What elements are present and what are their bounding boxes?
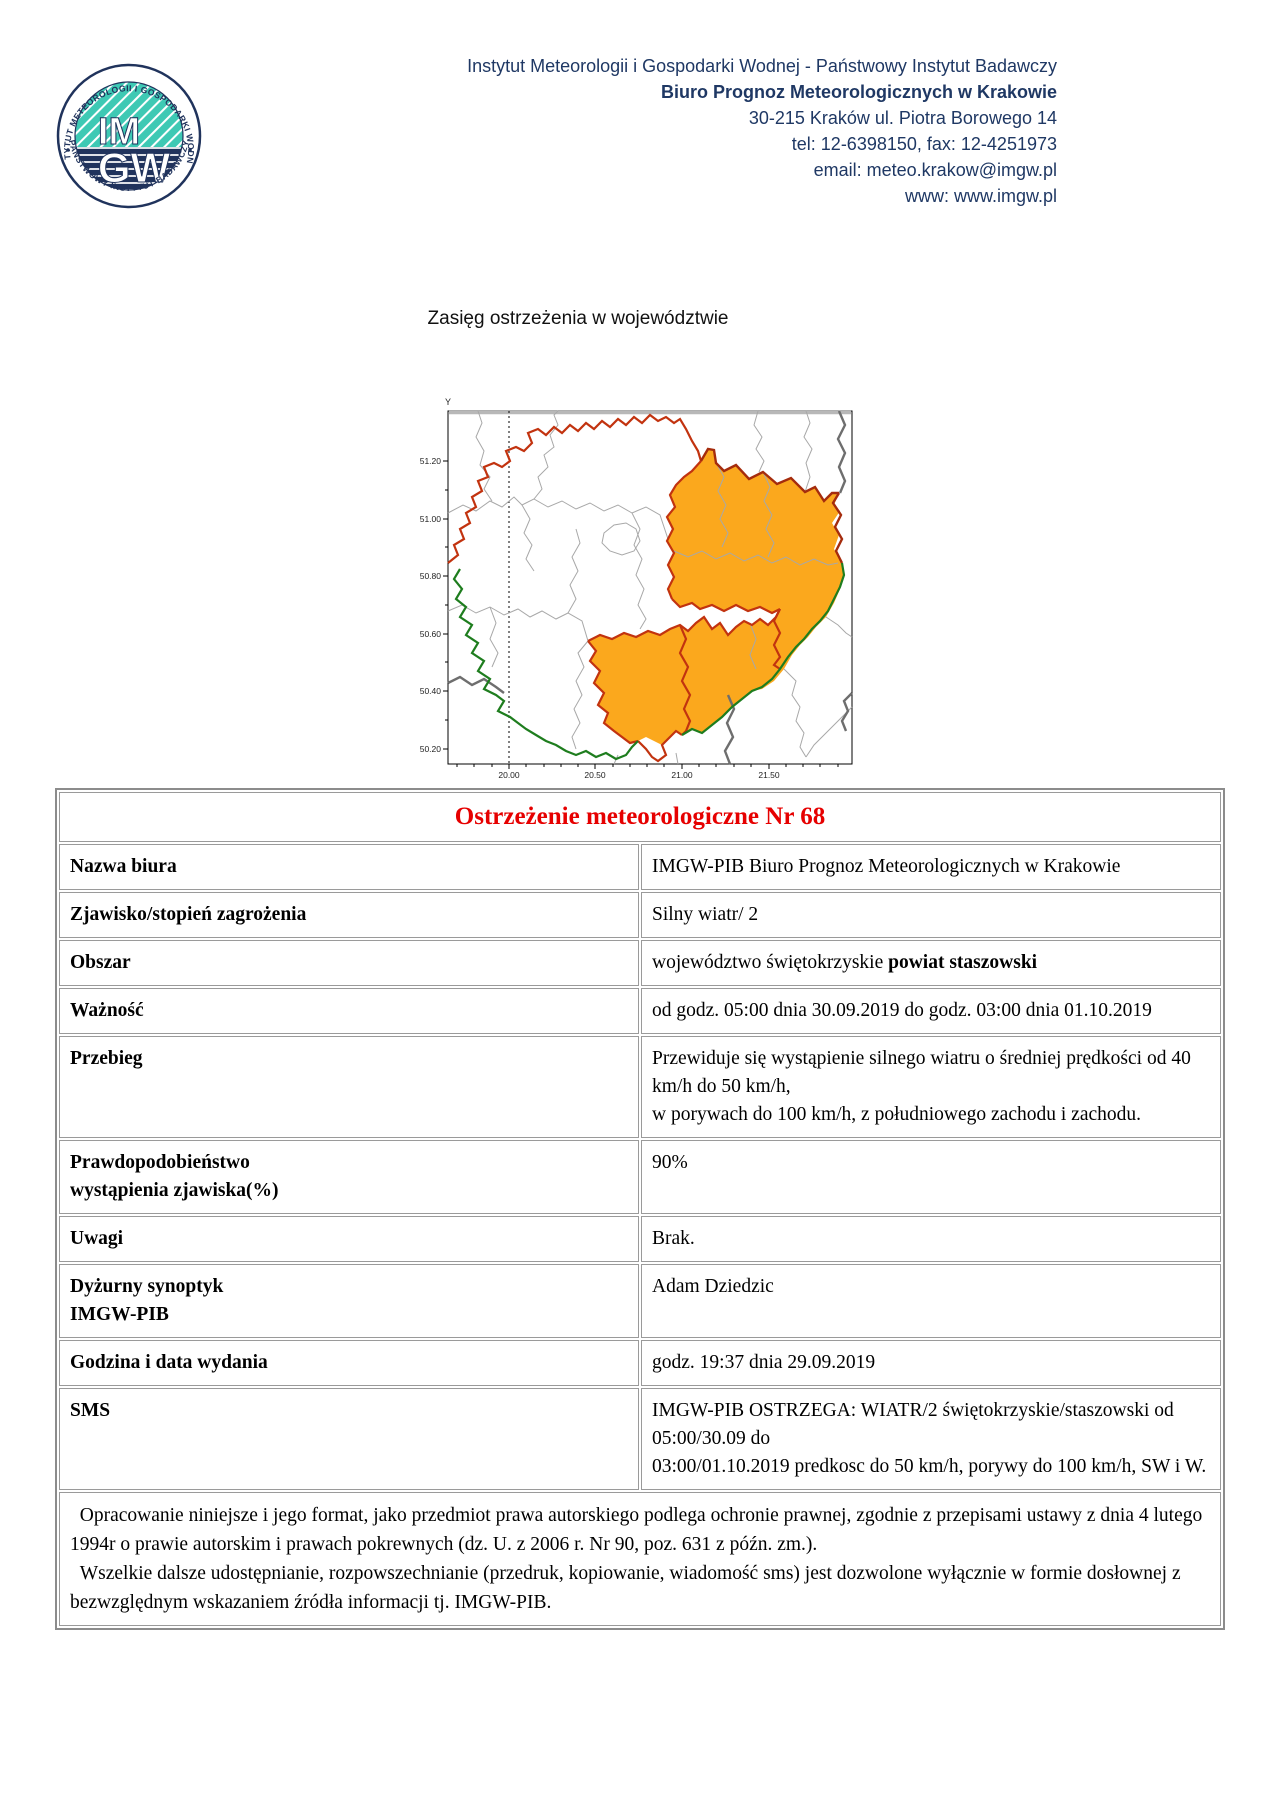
row-label-godzina-wydania: Godzina i data wydania	[59, 1340, 639, 1386]
row-value-dyzurny-synoptyk: Adam Dziedzic	[641, 1264, 1221, 1338]
copyright-paragraph-2: Wszelkie dalsze udostępnianie, rozpowsze…	[70, 1563, 1186, 1613]
table-row: Dyżurny synoptyk IMGW-PIB Adam Dziedzic	[59, 1264, 1221, 1338]
institution-header: Instytut Meteorologii i Gospodarki Wodne…	[467, 53, 1057, 209]
imgw-logo: IM GW INSTYTUT METEOROLOGII I GOSPODARKI…	[56, 63, 202, 209]
row-value-przebieg: Przewiduje się wystąpienie silnego wiatr…	[641, 1036, 1221, 1138]
x-tick-label: 21.50	[758, 770, 780, 780]
institution-name-line: Instytut Meteorologii i Gospodarki Wodne…	[467, 56, 1057, 76]
table-footer-row: Opracowanie niniejsze i jego format, jak…	[59, 1492, 1221, 1626]
row-value-obszar: województwo świętokrzyskie powiat staszo…	[641, 940, 1221, 986]
dyzurny-label-line-2: IMGW-PIB	[70, 1304, 169, 1325]
y-tick-label: 50.40	[420, 686, 442, 696]
row-value-nazwa-biura: IMGW-PIB Biuro Prognoz Meteorologicznych…	[641, 844, 1221, 890]
table-row: Zjawisko/stopień zagrożenia Silny wiatr/…	[59, 892, 1221, 938]
map-section-title: Zasięg ostrzeżenia w województwie	[427, 308, 729, 329]
row-value-uwagi: Brak.	[641, 1216, 1221, 1262]
y-tick-label: 51.00	[420, 514, 442, 524]
warning-table: Ostrzeżenie meteorologiczne Nr 68 Nazwa …	[55, 788, 1225, 1630]
phone-fax-line: tel: 12-6398150, fax: 12-4251973	[791, 134, 1057, 154]
row-label-zjawisko: Zjawisko/stopień zagrożenia	[59, 892, 639, 938]
x-tick-marks	[456, 764, 839, 769]
logo-separator-dot-left	[66, 148, 70, 152]
row-value-godzina-wydania: godz. 19:37 dnia 29.09.2019	[641, 1340, 1221, 1386]
office-name-line: Biuro Prognoz Meteorologicznych w Krakow…	[660, 82, 1057, 102]
table-row: Godzina i data wydania godz. 19:37 dnia …	[59, 1340, 1221, 1386]
prawdopodobienstwo-label-line-1: Prawdopodobieństwo	[70, 1152, 250, 1173]
table-row: Ważność od godz. 05:00 dnia 30.09.2019 d…	[59, 988, 1221, 1034]
table-row: Nazwa biura IMGW-PIB Biuro Prognoz Meteo…	[59, 844, 1221, 890]
warning-title: Ostrzeżenie meteorologiczne Nr 68	[59, 792, 1221, 842]
y-tick-marks	[443, 460, 448, 750]
y-tick-label: 51.20	[420, 456, 442, 466]
address-line: 30-215 Kraków ul. Piotra Borowego 14	[748, 108, 1057, 128]
voivodeship-border-red	[447, 413, 782, 763]
table-row: Prawdopodobieństwo wystąpienia zjawiska(…	[59, 1140, 1221, 1214]
copyright-paragraph-1: Opracowanie niniejsze i jego format, jak…	[70, 1505, 1208, 1555]
table-row: SMS IMGW-PIB OSTRZEGA: WIATR/2 świętokrz…	[59, 1388, 1221, 1490]
row-label-przebieg: Przebieg	[59, 1036, 639, 1138]
table-row: Uwagi Brak.	[59, 1216, 1221, 1262]
x-tick-label: 20.00	[498, 770, 520, 780]
row-label-uwagi: Uwagi	[59, 1216, 639, 1262]
row-value-prawdopodobienstwo: 90%	[641, 1140, 1221, 1214]
neighbor-voivodeship-borders	[447, 410, 853, 765]
row-label-waznosc: Ważność	[59, 988, 639, 1034]
copyright-notice-cell: Opracowanie niniejsze i jego format, jak…	[59, 1492, 1221, 1626]
obszar-value-bold: powiat staszowski	[888, 952, 1038, 973]
warning-border-dark-red	[699, 447, 844, 564]
row-label-nazwa-biura: Nazwa biura	[59, 844, 639, 890]
row-label-dyzurny-synoptyk: Dyżurny synoptyk IMGW-PIB	[59, 1264, 639, 1338]
x-tick-label: 21.00	[671, 770, 693, 780]
table-row: Obszar województwo świętokrzyskie powiat…	[59, 940, 1221, 986]
warning-area-orange	[588, 449, 844, 745]
email-line: email: meteo.krakow@imgw.pl	[813, 160, 1057, 180]
row-label-sms: SMS	[59, 1388, 639, 1490]
prawdopodobienstwo-label-line-2: wystąpienia zjawiska(%)	[70, 1180, 279, 1201]
x-tick-label: 20.50	[584, 770, 606, 780]
dyzurny-label-line-1: Dyżurny synoptyk	[70, 1276, 224, 1297]
warning-extent-map: Y X 51.20 51.00 50.80 50.60 50.40 50.20	[420, 397, 853, 799]
voivodeship-border-green	[452, 562, 846, 761]
y-tick-label: 50.20	[420, 744, 442, 754]
obszar-value-text: województwo świętokrzyskie	[652, 952, 889, 973]
sms-line-2: 03:00/01.10.2019 predkosc do 50 km/h, po…	[652, 1456, 1207, 1477]
y-axis-label: Y	[445, 397, 451, 407]
table-row: Przebieg Przewiduje się wystąpienie siln…	[59, 1036, 1221, 1138]
przebieg-line-1: Przewiduje się wystąpienie silnego wiatr…	[652, 1048, 1191, 1097]
logo-initials-gw: GW	[98, 144, 171, 191]
row-label-obszar: Obszar	[59, 940, 639, 986]
row-label-prawdopodobienstwo: Prawdopodobieństwo wystąpienia zjawiska(…	[59, 1140, 639, 1214]
y-tick-label: 50.60	[420, 629, 442, 639]
logo-initials-im: IM	[98, 111, 140, 153]
row-value-waznosc: od godz. 05:00 dnia 30.09.2019 do godz. …	[641, 988, 1221, 1034]
row-value-sms: IMGW-PIB OSTRZEGA: WIATR/2 świętokrzyski…	[641, 1388, 1221, 1490]
row-value-zjawisko: Silny wiatr/ 2	[641, 892, 1221, 938]
przebieg-line-2: w porywach do 100 km/h, z południowego z…	[652, 1104, 1142, 1125]
county-borders	[447, 410, 853, 765]
sms-line-1: IMGW-PIB OSTRZEGA: WIATR/2 świętokrzyski…	[652, 1400, 1174, 1449]
table-title-row: Ostrzeżenie meteorologiczne Nr 68	[59, 792, 1221, 842]
y-tick-label: 50.80	[420, 571, 442, 581]
website-line: www: www.imgw.pl	[904, 186, 1057, 206]
logo-separator-dot-right	[188, 148, 192, 152]
